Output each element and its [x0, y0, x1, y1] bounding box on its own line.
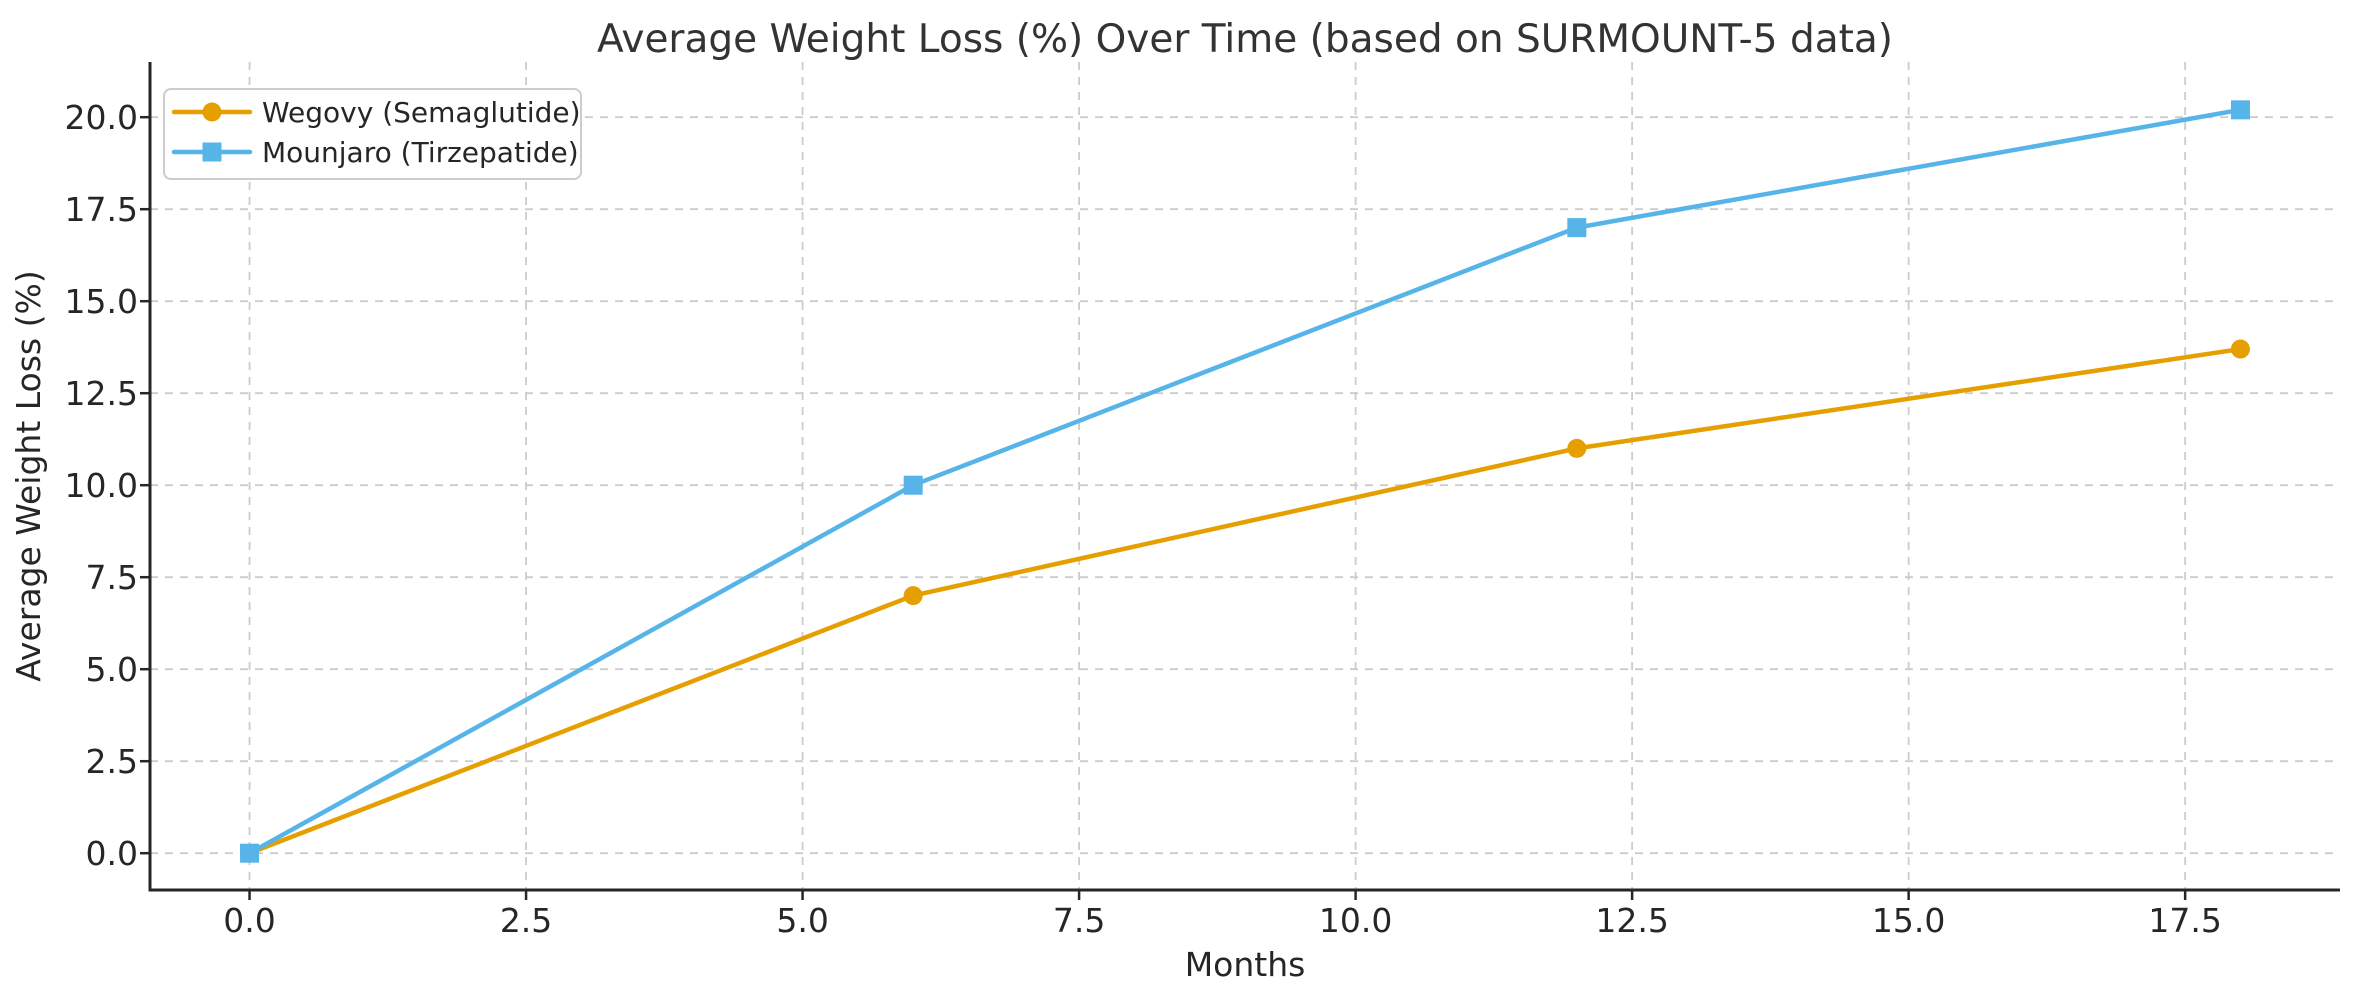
axes-layer: 0.0 2.5 5.0 7.5 10.0 12.5 15.0 17.5 0.0 2.5 5.0 7.5…: [65, 62, 2340, 940]
data-point-circle: [903, 586, 923, 606]
x-tick-label: 12.5: [1595, 901, 1668, 940]
x-tick-label: 15.0: [1872, 901, 1945, 940]
data-point-circle: [2230, 339, 2250, 359]
x-tick-label: 7.5: [1053, 901, 1105, 940]
grid-layer: [150, 62, 2340, 890]
x-tick-label: 2.5: [500, 901, 552, 940]
data-point-square: [2230, 100, 2250, 120]
legend-circle-marker: [202, 102, 222, 122]
legend-label-mounjaro: Mounjaro (Tirzepatide): [262, 136, 579, 169]
y-tick-label: 0.0: [86, 834, 138, 873]
y-tick-label: 20.0: [65, 98, 138, 137]
x-tick-label: 17.5: [2148, 901, 2221, 940]
x-axis-label: Months: [1185, 945, 1306, 984]
series-layer: [240, 100, 2250, 863]
series-line-0: [247, 346, 2243, 856]
chart-title: Average Weight Loss (%) Over Time (based…: [597, 17, 1893, 62]
x-tick-label: 5.0: [776, 901, 828, 940]
y-tick-label: 7.5: [86, 558, 138, 597]
y-tick-label: 5.0: [86, 650, 138, 689]
y-tick-label: 15.0: [65, 282, 138, 321]
legend-entry-mounjaro: Mounjaro (Tirzepatide): [171, 136, 579, 169]
series-line-1: [247, 107, 2243, 856]
legend: Wegovy (Semaglutide) Mounjaro (Tirzepati…: [163, 88, 582, 180]
y-axis-label: Average Weight Loss (%): [9, 270, 48, 681]
y-tick-label: 2.5: [86, 742, 138, 781]
legend-label-wegovy: Wegovy (Semaglutide): [262, 96, 581, 129]
data-point-square: [240, 843, 260, 863]
x-tick-label: 0.0: [223, 901, 275, 940]
data-point-square: [1567, 218, 1587, 238]
y-tick-label: 12.5: [65, 374, 138, 413]
data-point-square: [903, 475, 923, 495]
legend-entry-wegovy: Wegovy (Semaglutide): [171, 96, 581, 129]
y-tick-label: 10.0: [65, 466, 138, 505]
legend-square-marker: [202, 142, 222, 162]
y-tick-label: 17.5: [65, 190, 138, 229]
data-point-circle: [1567, 438, 1587, 458]
x-tick-label: 10.0: [1319, 901, 1392, 940]
legend-box: [163, 88, 582, 180]
